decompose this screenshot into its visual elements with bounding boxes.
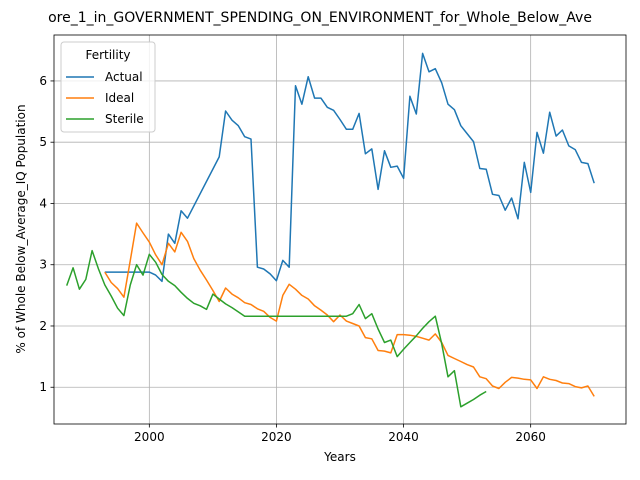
y-axis-ticks: 1 2 3 4 5 6	[39, 74, 54, 394]
legend-label-sterile: Sterile	[105, 112, 144, 126]
legend-label-actual: Actual	[105, 70, 143, 84]
x-tick-label: 2060	[515, 430, 546, 444]
x-tick-label: 2040	[388, 430, 419, 444]
legend-box	[60, 41, 156, 133]
legend-entries: Actual Ideal Sterile	[66, 70, 144, 126]
series-line-sterile	[65, 249, 487, 408]
legend-title: Fertility	[85, 48, 130, 62]
series-lines	[65, 52, 595, 408]
y-tick-label: 5	[39, 135, 47, 149]
x-axis-ticks: 2000 2020 2040 2060	[134, 424, 546, 444]
legend: Fertility Actual Ideal Sterile	[60, 41, 156, 133]
chart-title: ore_1_in_GOVERNMENT_SPENDING_ON_ENVIRONM…	[48, 10, 592, 26]
series-line-actual	[104, 52, 595, 283]
series-line-ideal	[104, 222, 595, 397]
legend-label-ideal: Ideal	[105, 91, 134, 105]
y-tick-label: 4	[39, 196, 47, 210]
y-tick-label: 6	[39, 74, 47, 88]
plot-area-frame	[53, 34, 627, 425]
y-tick-label: 1	[39, 380, 47, 394]
y-axis-label: % of Whole Below_Average_IQ Population	[14, 104, 28, 353]
grid-lines	[54, 35, 626, 424]
x-tick-label: 2000	[134, 430, 165, 444]
y-tick-label: 2	[39, 319, 47, 333]
y-tick-label: 3	[39, 258, 47, 272]
x-axis-label: Years	[323, 450, 356, 464]
x-tick-label: 2020	[261, 430, 292, 444]
